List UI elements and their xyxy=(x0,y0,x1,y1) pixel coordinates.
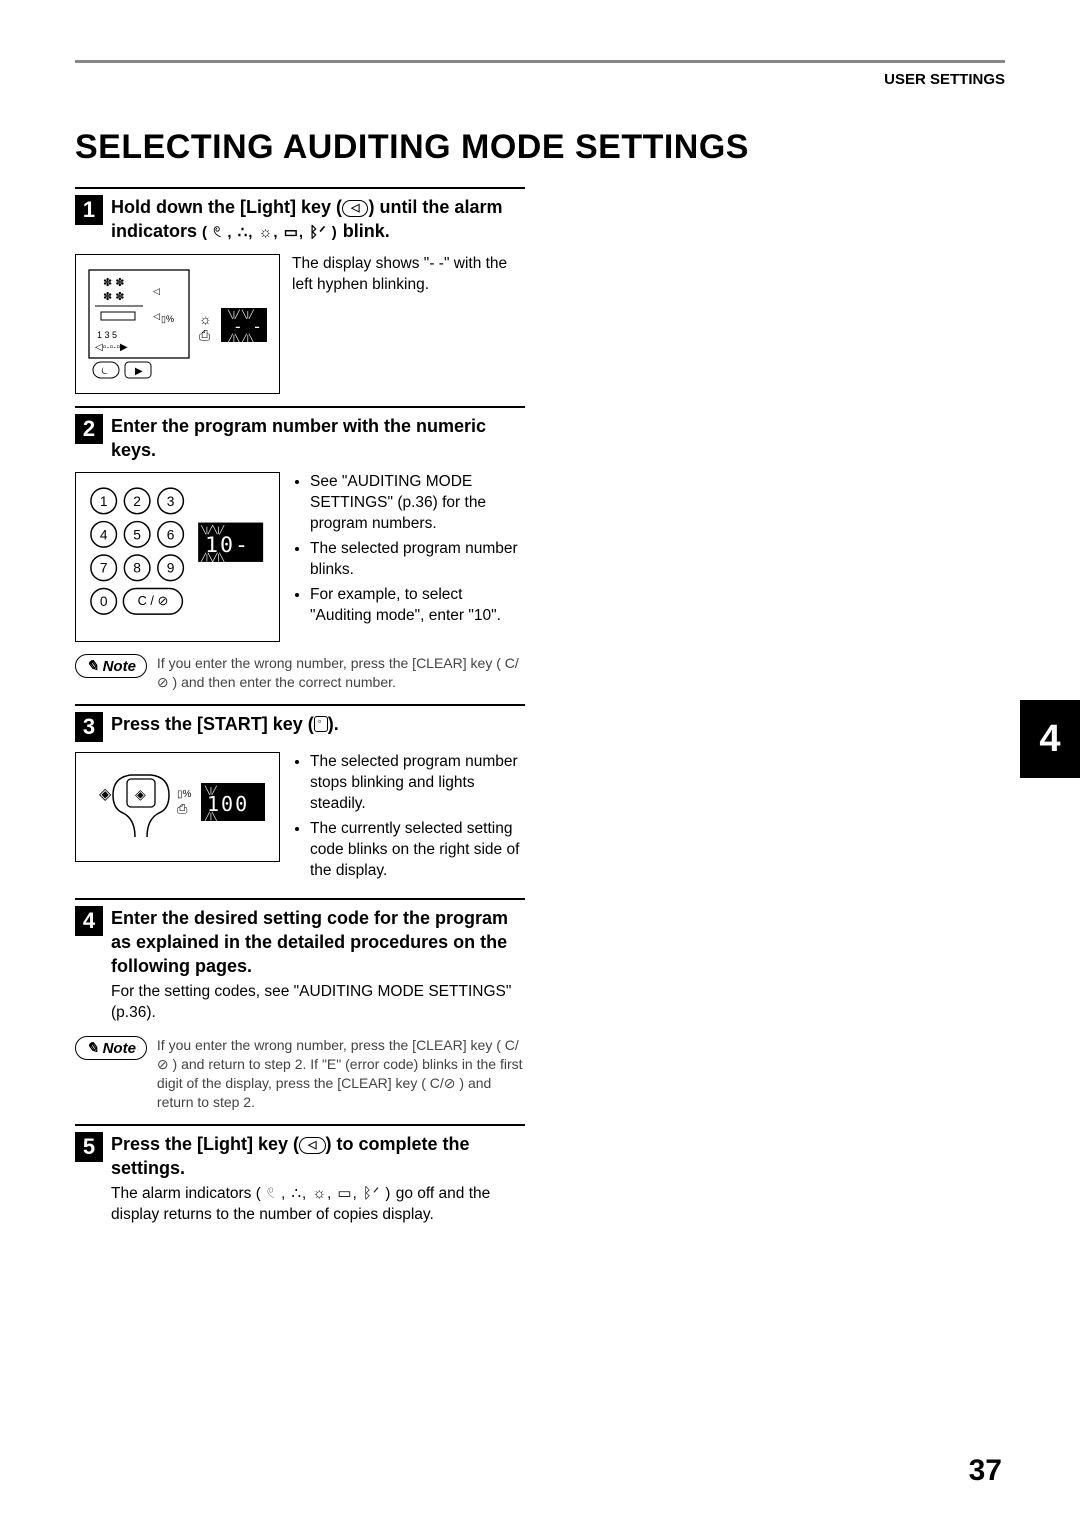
svg-text:0: 0 xyxy=(100,594,108,609)
step-1-head: 1 Hold down the [Light] key (◁) until th… xyxy=(75,195,525,244)
svg-text:4: 4 xyxy=(100,527,108,542)
svg-text:╱|╲: ╱|╲ xyxy=(204,811,218,821)
page-title: SELECTING AUDITING MODE SETTINGS xyxy=(75,128,1005,167)
note-badge: ✎ Note xyxy=(75,654,147,678)
bullet: The selected program number stops blinki… xyxy=(310,752,525,815)
text: ). xyxy=(328,714,339,734)
svg-text:7: 7 xyxy=(100,561,108,576)
svg-text:▶: ▶ xyxy=(135,366,143,377)
text: Press the [START] key ( xyxy=(111,714,314,734)
note-text: If you enter the wrong number, press the… xyxy=(157,1036,525,1112)
step-title: Hold down the [Light] key (◁) until the … xyxy=(111,195,525,244)
step-4-subtext: For the setting codes, see "AUDITING MOD… xyxy=(111,982,525,1024)
note-badge: ✎ Note xyxy=(75,1036,147,1060)
svg-text:1 3 5: 1 3 5 xyxy=(97,330,117,340)
step-2-illustration: 1 2 3 4 5 6 7 8 9 0 C / ⊘ ╲|╱╲|╱ 10- ╱ xyxy=(75,472,280,642)
step-2-note: ✎ Note If you enter the wrong number, pr… xyxy=(75,654,525,692)
svg-text:5: 5 xyxy=(133,527,141,542)
svg-text:1: 1 xyxy=(100,494,108,509)
svg-text:▯%: ▯% xyxy=(161,314,174,324)
svg-text:9: 9 xyxy=(167,561,175,576)
step-1-illustration: ✽ ✽ ✽ ✽ ◁ ◁ ▯% 1 3 5 ◁▫·▫·▫▶ ⏾ ▶ ☼ ⎙ ╲|╱… xyxy=(75,254,280,394)
svg-text:╱|╲ ╱|╲: ╱|╲ ╱|╲ xyxy=(227,333,255,343)
svg-text:3: 3 xyxy=(167,494,175,509)
step-3-head: 3 Press the [START] key (). xyxy=(75,712,525,742)
svg-text:◈: ◈ xyxy=(135,786,146,802)
step-5-subtext: The alarm indicators ( 𓏲 , ∴, ☼, ▭, ᛒᐟ )… xyxy=(111,1184,525,1226)
bullet: The selected program number blinks. xyxy=(310,539,525,581)
separator xyxy=(75,406,525,408)
page-number: 37 xyxy=(969,1454,1002,1488)
alarm-indicators-icon: ( 𓏲 , ∴, ☼, ▭, ᛒᐟ ) xyxy=(202,224,338,241)
svg-text:◁▫·▫·▫▶: ◁▫·▫·▫▶ xyxy=(95,342,128,353)
text: Hold down the [Light] key ( xyxy=(111,197,342,217)
note-label: Note xyxy=(103,658,136,675)
chapter-tab: 4 xyxy=(1020,700,1080,778)
step-number: 4 xyxy=(75,906,103,936)
light-key-icon: ◁ xyxy=(299,1137,325,1154)
light-key-icon: ◁ xyxy=(342,200,368,217)
svg-text:◁: ◁ xyxy=(153,311,160,321)
step-title: Press the [START] key (). xyxy=(111,712,339,736)
svg-text:✽ ✽: ✽ ✽ xyxy=(103,291,125,303)
note-label: Note xyxy=(103,1040,136,1057)
start-key-icon xyxy=(314,716,328,732)
step-3-bullets: The selected program number stops blinki… xyxy=(292,752,525,886)
note-text: If you enter the wrong number, press the… xyxy=(157,654,525,692)
bullet: See "AUDITING MODE SETTINGS" (p.36) for … xyxy=(310,472,525,535)
svg-text:╱|╲╱|╲: ╱|╲╱|╲ xyxy=(200,552,225,562)
step-title: Enter the desired setting code for the p… xyxy=(111,906,525,979)
step-number: 1 xyxy=(75,195,103,225)
separator xyxy=(75,898,525,900)
step-number: 3 xyxy=(75,712,103,742)
separator xyxy=(75,704,525,706)
step-3-illustration: ◈ ◈ ▯% ⎙ ╲|╱ 100 ╱|╲ xyxy=(75,752,280,862)
svg-text:6: 6 xyxy=(167,527,175,542)
svg-text:✽ ✽: ✽ ✽ xyxy=(103,277,125,289)
separator xyxy=(75,187,525,189)
alarm-indicators-icon: ( 𓏲 , ∴, ☼, ▭, ᛒᐟ ) xyxy=(256,1185,392,1202)
step-4-note: ✎ Note If you enter the wrong number, pr… xyxy=(75,1036,525,1112)
separator xyxy=(75,1124,525,1126)
svg-text:⏾: ⏾ xyxy=(101,366,109,377)
svg-text:◈: ◈ xyxy=(99,786,112,803)
svg-text:C / ⊘: C / ⊘ xyxy=(138,593,169,608)
bullet: The currently selected setting code blin… xyxy=(310,819,525,882)
bullet: For example, to select "Auditing mode", … xyxy=(310,585,525,627)
step-number: 5 xyxy=(75,1132,103,1162)
text: The alarm indicators xyxy=(111,1185,256,1202)
svg-text:◁: ◁ xyxy=(153,286,160,296)
step-5-head: 5 Press the [Light] key (◁) to complete … xyxy=(75,1132,525,1226)
svg-text:⎙: ⎙ xyxy=(177,801,188,816)
step-title: Press the [Light] key (◁) to complete th… xyxy=(111,1132,525,1181)
step-4-head: 4 Enter the desired setting code for the… xyxy=(75,906,525,1025)
step-2-head: 2 Enter the program number with the nume… xyxy=(75,414,525,463)
header-label: USER SETTINGS xyxy=(75,71,1005,88)
step-1-side-text: The display shows "- -" with the left hy… xyxy=(292,254,525,394)
svg-text:▯%: ▯% xyxy=(177,789,192,800)
step-title: Enter the program number with the numeri… xyxy=(111,414,525,463)
svg-text:☼: ☼ xyxy=(199,311,212,327)
step-number: 2 xyxy=(75,414,103,444)
svg-text:⎙: ⎙ xyxy=(199,327,210,343)
header-rule xyxy=(75,60,1005,63)
text: blink. xyxy=(338,221,390,241)
svg-text:2: 2 xyxy=(133,494,141,509)
text: Press the [Light] key ( xyxy=(111,1134,299,1154)
svg-text:8: 8 xyxy=(133,561,141,576)
step-2-bullets: See "AUDITING MODE SETTINGS" (p.36) for … xyxy=(292,472,525,642)
